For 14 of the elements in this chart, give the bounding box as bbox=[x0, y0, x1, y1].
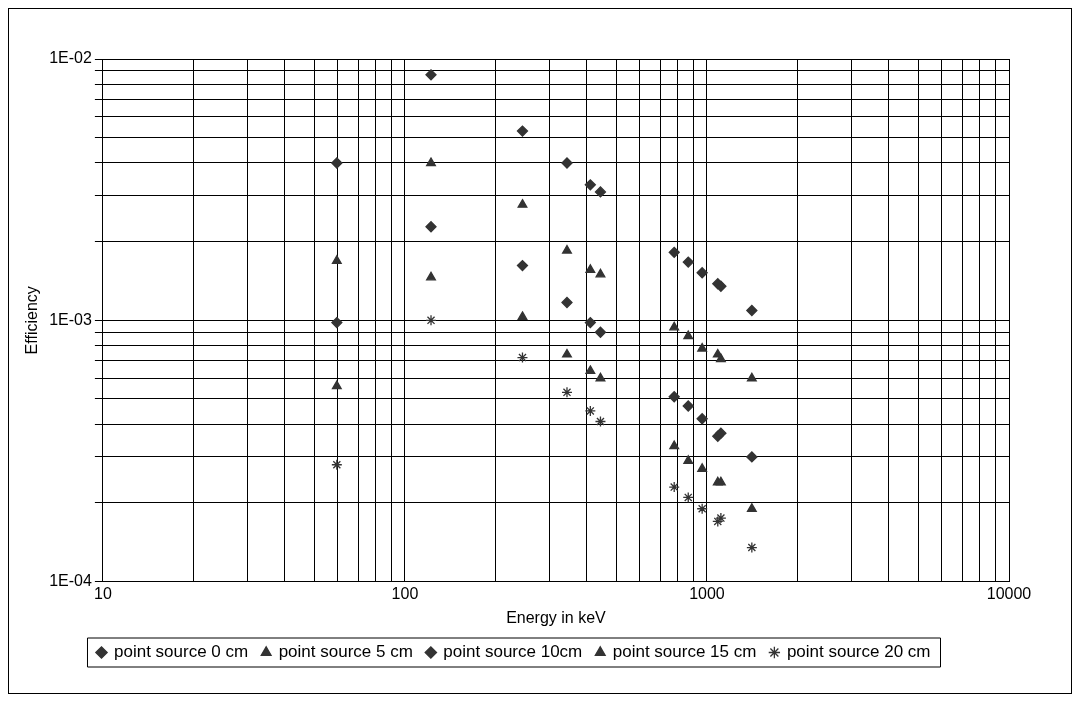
x-tick-label: 10000 bbox=[986, 584, 1032, 602]
legend-label: point source 15 cm bbox=[612, 642, 757, 662]
legend-label: point source 0 cm bbox=[114, 642, 249, 662]
y-tick-label: 1E-04 bbox=[49, 572, 92, 590]
x-axis-title: Energy in keV bbox=[506, 608, 607, 626]
legend-label: point source 10cm bbox=[443, 642, 583, 662]
y-axis-title: Efficiency bbox=[23, 286, 41, 355]
legend-label: point source 20 cm bbox=[786, 642, 931, 662]
x-tick-label: 100 bbox=[391, 584, 419, 602]
x-tick-label: 10 bbox=[94, 584, 112, 602]
y-tick-label: 1E-03 bbox=[49, 310, 92, 328]
x-tick-label: 1000 bbox=[689, 584, 725, 602]
y-tick-label: 1E-02 bbox=[49, 49, 92, 67]
legend-label: point source 5 cm bbox=[278, 642, 413, 662]
